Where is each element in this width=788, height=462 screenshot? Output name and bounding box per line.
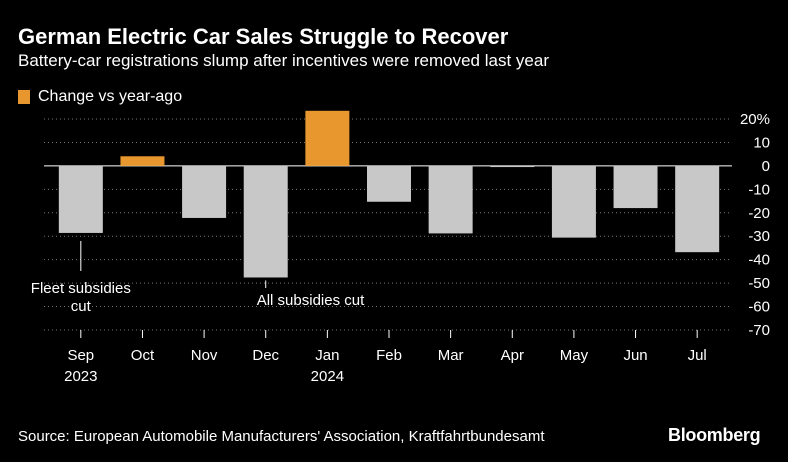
y-tick-label: -40 bbox=[748, 252, 770, 269]
x-tick-label: Oct bbox=[131, 347, 155, 364]
bar-jun bbox=[613, 165, 658, 209]
bar-may bbox=[551, 165, 596, 238]
y-tick-label: -70 bbox=[748, 322, 770, 339]
bar-oct bbox=[120, 156, 165, 166]
annotation-text: cut bbox=[71, 298, 92, 315]
legend: Change vs year-ago bbox=[18, 88, 182, 106]
brand-logo: Bloomberg bbox=[668, 425, 761, 445]
y-tick-label: 0 bbox=[762, 158, 770, 175]
bar-nov bbox=[182, 165, 227, 218]
x-tick-label: Feb bbox=[376, 347, 402, 364]
x-tick-label: Sep bbox=[67, 347, 94, 364]
bar-dec bbox=[243, 165, 288, 278]
chart-subtitle: Battery-car registrations slump after in… bbox=[18, 51, 549, 70]
x-tick-label: Jan bbox=[315, 347, 339, 364]
bar-apr bbox=[490, 165, 535, 168]
y-tick-label: 10 bbox=[753, 134, 770, 151]
legend-swatch bbox=[18, 90, 30, 104]
bar-jul bbox=[675, 165, 720, 253]
legend-label: Change vs year-ago bbox=[38, 88, 183, 105]
annotation-text: Fleet subsidies bbox=[31, 280, 131, 297]
x-tick-label: Jun bbox=[623, 347, 647, 364]
x-tick-label: Jul bbox=[688, 347, 707, 364]
y-tick-label: 20% bbox=[740, 111, 770, 128]
x-year-label: 2023 bbox=[64, 368, 97, 385]
bar-mar bbox=[428, 165, 473, 234]
bar-jan bbox=[305, 110, 350, 166]
y-tick-label: -50 bbox=[748, 275, 770, 292]
x-tick-label: Dec bbox=[252, 347, 279, 364]
y-tick-label: -20 bbox=[748, 205, 770, 222]
chart-title: German Electric Car Sales Struggle to Re… bbox=[18, 24, 509, 49]
x-tick-label: Nov bbox=[191, 347, 218, 364]
y-tick-label: -10 bbox=[748, 181, 770, 198]
x-tick-label: May bbox=[560, 347, 589, 364]
y-tick-label: -60 bbox=[748, 299, 770, 316]
annotation-text: All subsidies cut bbox=[257, 292, 365, 309]
bar-sep bbox=[58, 165, 103, 233]
bar-feb bbox=[367, 165, 411, 202]
x-year-label: 2024 bbox=[311, 368, 344, 385]
x-tick-label: Apr bbox=[501, 347, 524, 364]
y-tick-label: -30 bbox=[748, 228, 770, 245]
source-note: Source: European Automobile Manufacturer… bbox=[18, 428, 545, 445]
x-tick-label: Mar bbox=[438, 347, 464, 364]
